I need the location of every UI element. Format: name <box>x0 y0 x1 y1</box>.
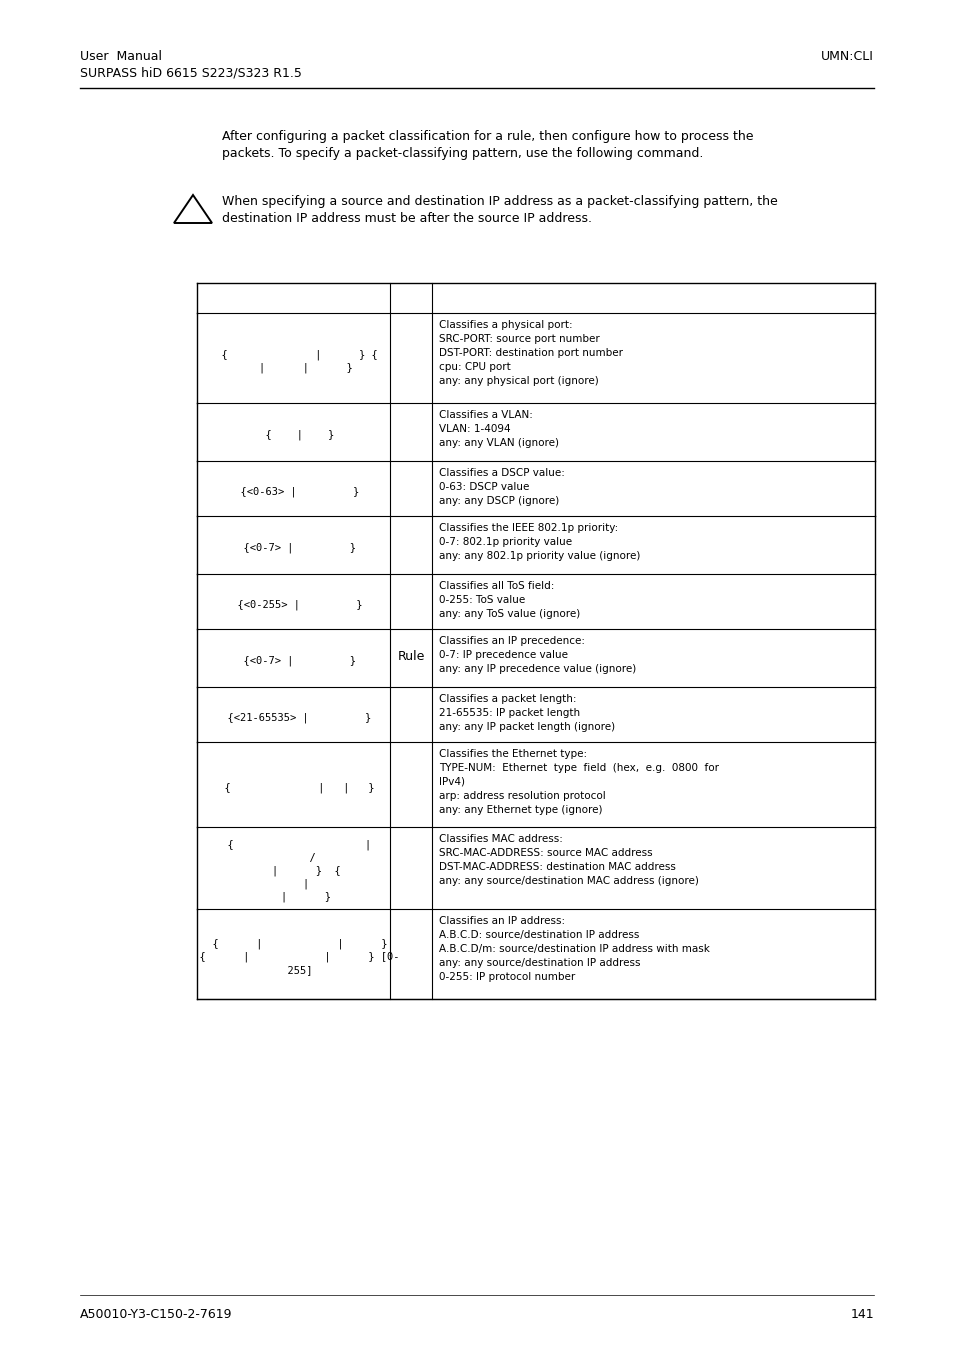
Text: SRC-PORT: source port number: SRC-PORT: source port number <box>438 333 599 344</box>
Text: any: any DSCP (ignore): any: any DSCP (ignore) <box>438 495 558 506</box>
Text: {<0-63> |         }: {<0-63> | } <box>228 486 358 497</box>
Text: |: | <box>277 879 309 890</box>
Text: {                     |: { | <box>215 840 372 850</box>
Text: any: any physical port (ignore): any: any physical port (ignore) <box>438 377 598 386</box>
Text: arp: address resolution protocol: arp: address resolution protocol <box>438 791 605 801</box>
Text: A50010-Y3-C150-2-7619: A50010-Y3-C150-2-7619 <box>80 1308 233 1322</box>
Text: VLAN: 1-4094: VLAN: 1-4094 <box>438 424 510 433</box>
Text: any: any ToS value (ignore): any: any ToS value (ignore) <box>438 609 579 620</box>
Text: User  Manual: User Manual <box>80 50 162 63</box>
Text: |      |      }: | | } <box>233 362 353 373</box>
Text: 0-255: ToS value: 0-255: ToS value <box>438 595 525 605</box>
Text: cpu: CPU port: cpu: CPU port <box>438 362 510 373</box>
Text: DST-PORT: destination port number: DST-PORT: destination port number <box>438 348 622 358</box>
Text: destination IP address must be after the source IP address.: destination IP address must be after the… <box>222 212 592 225</box>
Text: {    |    }: { | } <box>253 429 334 440</box>
Text: {<0-7> |         }: {<0-7> | } <box>231 543 355 554</box>
Text: After configuring a packet classification for a rule, then configure how to proc: After configuring a packet classificatio… <box>222 130 753 143</box>
Text: {              |   |   }: { | | } <box>212 782 375 792</box>
Text: Classifies MAC address:: Classifies MAC address: <box>438 834 562 844</box>
Text: TYPE-NUM:  Ethernet  type  field  (hex,  e.g.  0800  for: TYPE-NUM: Ethernet type field (hex, e.g.… <box>438 763 719 774</box>
Text: SURPASS hiD 6615 S223/S323 R1.5: SURPASS hiD 6615 S223/S323 R1.5 <box>80 66 301 80</box>
Text: {      |            |      }: { | | } <box>199 938 387 949</box>
Text: Classifies a VLAN:: Classifies a VLAN: <box>438 410 533 420</box>
Text: any: any source/destination MAC address (ignore): any: any source/destination MAC address … <box>438 876 699 886</box>
Text: A.B.C.D: source/destination IP address: A.B.C.D: source/destination IP address <box>438 930 639 940</box>
Text: Classifies the IEEE 802.1p priority:: Classifies the IEEE 802.1p priority: <box>438 522 618 533</box>
Text: any: any IP packet length (ignore): any: any IP packet length (ignore) <box>438 722 615 732</box>
Text: 21-65535: IP packet length: 21-65535: IP packet length <box>438 707 579 718</box>
Text: Classifies all ToS field:: Classifies all ToS field: <box>438 580 554 591</box>
Text: |      }  {: | } { <box>247 865 340 876</box>
Text: 0-63: DSCP value: 0-63: DSCP value <box>438 482 529 491</box>
Text: DST-MAC-ADDRESS: destination MAC address: DST-MAC-ADDRESS: destination MAC address <box>438 863 675 872</box>
Text: any: any source/destination IP address: any: any source/destination IP address <box>438 958 639 968</box>
Text: any: any 802.1p priority value (ignore): any: any 802.1p priority value (ignore) <box>438 551 639 562</box>
Text: 255]: 255] <box>274 965 312 975</box>
Text: 0-7: IP precedence value: 0-7: IP precedence value <box>438 649 567 660</box>
Text: any: any VLAN (ignore): any: any VLAN (ignore) <box>438 437 558 448</box>
Text: any: any Ethernet type (ignore): any: any Ethernet type (ignore) <box>438 805 602 815</box>
Text: {<21-65535> |         }: {<21-65535> | } <box>215 713 372 722</box>
Text: Rule: Rule <box>396 649 424 663</box>
Text: SRC-MAC-ADDRESS: source MAC address: SRC-MAC-ADDRESS: source MAC address <box>438 848 652 859</box>
Text: 0-255: IP protocol number: 0-255: IP protocol number <box>438 972 575 981</box>
Text: When specifying a source and destination IP address as a packet-classifying patt: When specifying a source and destination… <box>222 194 777 208</box>
Text: {<0-7> |         }: {<0-7> | } <box>231 656 355 667</box>
Text: any: any IP precedence value (ignore): any: any IP precedence value (ignore) <box>438 664 636 674</box>
Text: /: / <box>272 853 315 863</box>
Text: packets. To specify a packet-classifying pattern, use the following command.: packets. To specify a packet-classifying… <box>222 147 702 161</box>
Text: {<0-255> |         }: {<0-255> | } <box>225 599 362 610</box>
Text: Classifies an IP precedence:: Classifies an IP precedence: <box>438 636 584 647</box>
Text: UMN:CLI: UMN:CLI <box>821 50 873 63</box>
Text: A.B.C.D/m: source/destination IP address with mask: A.B.C.D/m: source/destination IP address… <box>438 944 709 954</box>
Text: Classifies a DSCP value:: Classifies a DSCP value: <box>438 468 564 478</box>
Text: 141: 141 <box>849 1308 873 1322</box>
Text: Classifies an IP address:: Classifies an IP address: <box>438 917 564 926</box>
Text: 0-7: 802.1p priority value: 0-7: 802.1p priority value <box>438 537 572 547</box>
Text: IPv4): IPv4) <box>438 778 464 787</box>
Text: Classifies a packet length:: Classifies a packet length: <box>438 694 576 703</box>
Text: Classifies a physical port:: Classifies a physical port: <box>438 320 572 329</box>
Text: |      }: | } <box>255 892 331 902</box>
Text: {      |            |      } [0-: { | | } [0- <box>187 952 399 963</box>
Text: Classifies the Ethernet type:: Classifies the Ethernet type: <box>438 749 586 759</box>
Text: {              |      } {: { | } { <box>209 350 377 359</box>
